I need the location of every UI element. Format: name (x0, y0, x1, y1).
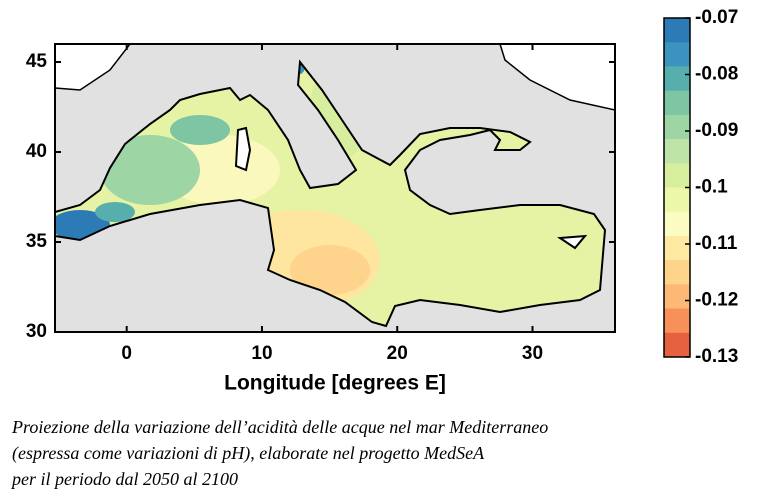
x-tick-label: 10 (251, 343, 272, 364)
x-tick-label: 0 (121, 343, 132, 364)
colorbar-band (664, 211, 690, 237)
colorbar-tick-label: -0.13 (695, 346, 738, 367)
colorbar-band (664, 18, 690, 43)
colorbar-band (664, 66, 690, 92)
colorbar-tick-label: -0.1 (695, 177, 728, 198)
plot-frame (54, 43, 616, 333)
x-tick-label: 30 (522, 343, 543, 364)
colorbar-tick-label: -0.09 (695, 120, 738, 141)
colorbar-tick-label: -0.07 (695, 7, 738, 28)
colorbar-tick-label: -0.11 (695, 233, 738, 254)
y-tick-label: 30 (26, 321, 47, 342)
y-tick-label: 40 (26, 141, 47, 162)
caption-line: per il periodo dal 2050 al 2100 (10, 469, 238, 489)
colorbar-band (664, 187, 690, 213)
colorbar-band (664, 284, 690, 310)
map-area (55, 44, 615, 332)
y-tick-label: 35 (26, 231, 48, 252)
colorbar-band (664, 42, 690, 67)
colorbar-band (664, 308, 690, 334)
caption-line: Proiezione della variazione dell’acidità… (11, 417, 548, 437)
y-tick-label: 45 (26, 51, 48, 72)
colorbar-band (664, 260, 690, 285)
colorbar-band (664, 235, 690, 261)
x-tick-label: 20 (387, 343, 408, 364)
colorbar-band (664, 332, 690, 358)
colorbar-band (664, 90, 690, 116)
colorbar-tick-label: -0.08 (695, 64, 738, 85)
colorbar-band (664, 139, 690, 164)
colorbar-band (664, 163, 690, 188)
colorbar-tick-label: -0.12 (695, 290, 738, 311)
colorbar-band (664, 114, 690, 140)
x-axis-label: Longitude [degrees E] (224, 372, 446, 395)
caption-line: (espressa come variazioni di pH), elabor… (12, 443, 485, 464)
